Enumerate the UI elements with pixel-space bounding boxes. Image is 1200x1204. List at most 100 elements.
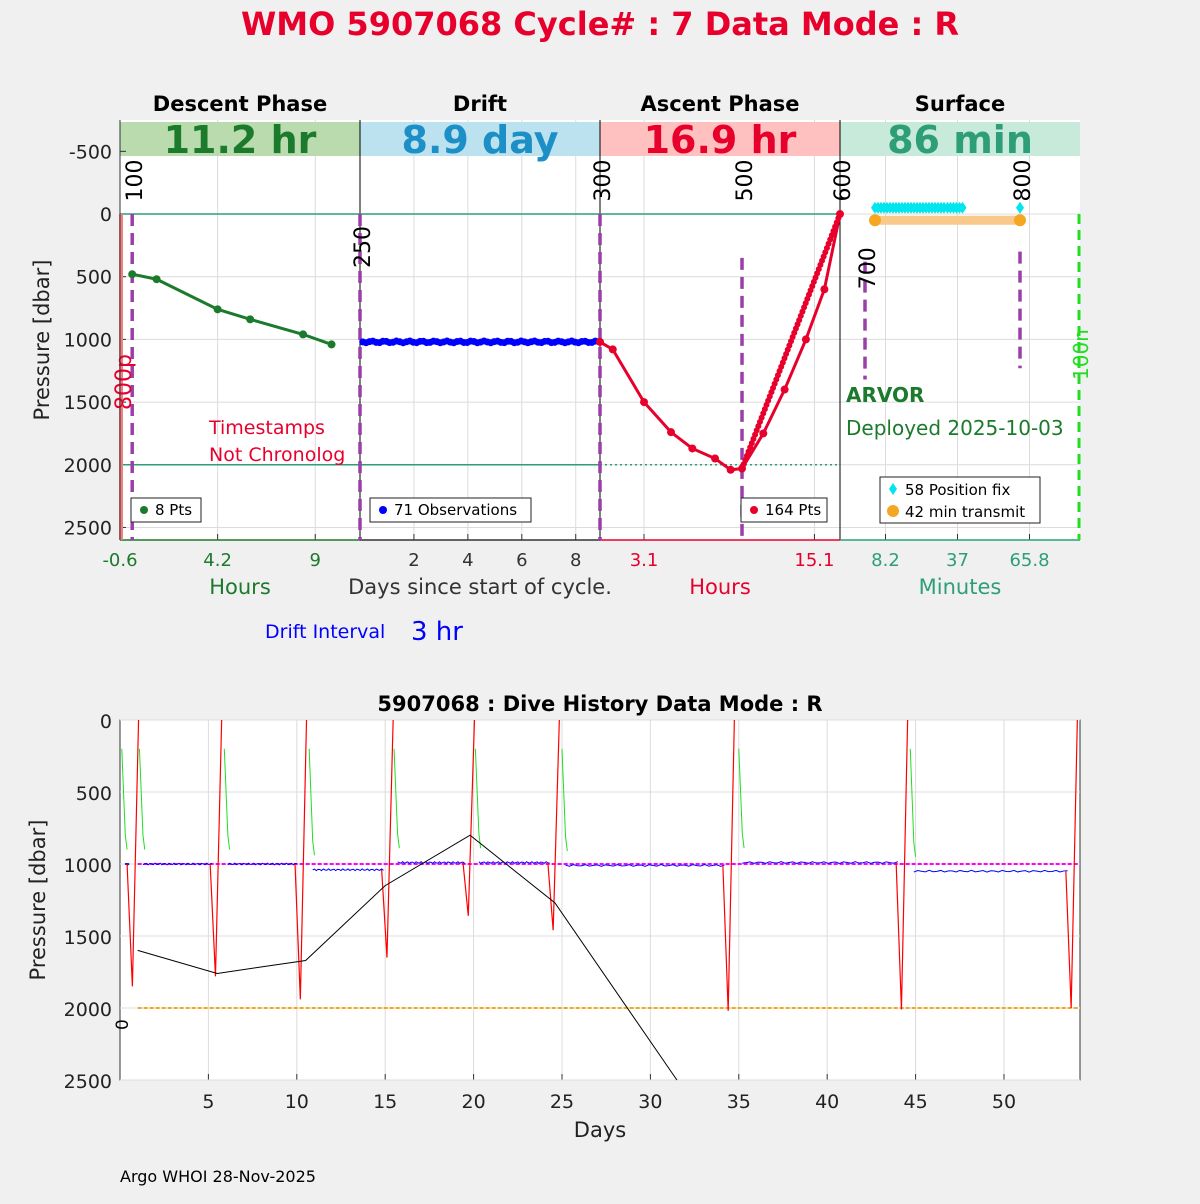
x-tick-label-surface: 65.8: [1009, 550, 1049, 571]
descent-point: [246, 315, 255, 324]
x-tick-label-drift: 4: [462, 550, 473, 571]
x-tick-label-surface: 37: [946, 550, 969, 571]
legend-label-descent: 8 Pts: [155, 501, 192, 519]
ascent-trace: [294, 719, 308, 1000]
phase-duration-drift: 8.9 day: [402, 118, 559, 162]
x-tick-label: 45: [903, 1091, 927, 1113]
x-tick-label-drift: 8: [570, 550, 581, 571]
descent-point: [213, 305, 222, 314]
y-tick-label: 1500: [64, 392, 112, 414]
y-tick-label: 0: [100, 204, 112, 226]
x-tick-label-drift: 6: [516, 550, 527, 571]
depth-marker-label: 800: [1011, 159, 1036, 201]
phase-duration-ascent: 16.9 hr: [644, 118, 797, 162]
x-tick-label: 35: [727, 1091, 751, 1113]
ascent-point: [726, 465, 735, 474]
footer-credit: Argo WHOI 28-Nov-2025: [120, 1167, 316, 1186]
side-label-left: 800p: [112, 354, 137, 410]
ascent-point: [596, 337, 604, 346]
x-tick-label: 30: [638, 1091, 662, 1113]
y-axis-label: Pressure [dbar]: [26, 820, 50, 981]
ascent-point: [667, 428, 676, 437]
dive-history-chart: 5 10 15 20 25 30 35 40 45 50050010001500200025005…: [26, 692, 1081, 1142]
ascent-trace: [381, 719, 394, 958]
y-tick-label: 2000: [64, 455, 112, 477]
x-tick-label: 15: [373, 1091, 397, 1113]
transmit-point: [869, 214, 881, 227]
phase-duration-surface: 86 min: [887, 118, 1033, 162]
phase-duration-descent: 11.2 hr: [164, 118, 317, 162]
x-tick-label-ascent: 3.1: [630, 550, 659, 571]
ascent-trace: [209, 719, 223, 977]
x-tick-label-descent: 9: [310, 550, 321, 571]
y-tick-label: -500: [69, 141, 112, 163]
ascent-point: [801, 335, 810, 344]
transmit-point: [1014, 214, 1026, 227]
x-tick-label: 10: [285, 1091, 309, 1113]
descent-point: [327, 340, 336, 349]
x-axis-label-surface: Minutes: [919, 575, 1002, 599]
x-tick-label-surface: 8.2: [871, 550, 900, 571]
depth-marker-label: 300: [591, 159, 616, 201]
phase-header-drift: Drift: [453, 92, 507, 116]
descent-trace: [561, 748, 568, 852]
deployment-date: Deployed 2025-10-03: [846, 416, 1064, 440]
timestamps-warning-line1: Timestamps: [208, 417, 325, 439]
ascent-point: [759, 429, 768, 438]
x-tick-label-descent: -0.6: [102, 550, 137, 571]
descent-trace: [909, 748, 917, 857]
descent-point: [299, 330, 308, 339]
y-tick-label: 2500: [64, 517, 112, 539]
drift-trace: [913, 869, 1068, 873]
legend-box-drift: [369, 497, 532, 523]
y-tick-label: 500: [76, 783, 112, 805]
trajectory-line: [137, 834, 678, 1081]
phase-duration-band: [360, 122, 600, 156]
depth-marker-label: 700: [856, 247, 881, 289]
figure-title: WMO 5907068 Cycle# : 7 Data Mode : R: [241, 5, 959, 43]
phase-duration-band: [120, 122, 360, 156]
descent-trace: [121, 748, 128, 850]
legend-label-transmit: 42 min transmit: [905, 503, 1025, 521]
legend-marker-ascent: [750, 506, 758, 514]
descent-trace: [138, 748, 146, 850]
drift-interval-label: Drift Interval: [265, 621, 385, 643]
legend-marker-position: [889, 483, 897, 495]
position-fix-point: [1016, 201, 1024, 214]
phase-header-surface: Surface: [915, 92, 1005, 116]
descent-trace: [393, 748, 400, 849]
y-tick-label: 2500: [64, 1071, 112, 1093]
legend-label-drift: 71 Observations: [394, 501, 517, 519]
x-axis-label-ascent: Hours: [689, 575, 751, 599]
legend-label-ascent: 164 Pts: [765, 501, 821, 519]
x-axis-label-drift: Days since start of cycle.: [348, 575, 612, 599]
drift-trace: [565, 864, 725, 867]
depth-marker-label: 600: [831, 159, 856, 201]
y-tick-label: 1500: [64, 927, 112, 949]
y-tick-label: 0: [100, 711, 112, 733]
drift-trace: [397, 861, 466, 865]
y-tick-label: 1000: [64, 329, 112, 351]
x-tick-label: 20: [461, 1091, 485, 1113]
y-axis-label: Pressure [dbar]: [30, 260, 54, 421]
legend-marker-descent: [140, 506, 148, 514]
x-axis-label: Days: [574, 1118, 626, 1142]
ascent-trace: [722, 719, 735, 1011]
drift-trace: [312, 868, 384, 872]
depth-marker-label: 100: [123, 159, 148, 201]
drift-trace: [142, 862, 213, 866]
phase-duration-band: [600, 122, 840, 156]
legend-marker-drift: [379, 506, 387, 514]
x-tick-label-drift: 2: [408, 550, 419, 571]
float-type-label: ARVOR: [846, 383, 924, 407]
descent-trace: [308, 748, 315, 856]
ascent-point: [837, 211, 843, 218]
phase-header-ascent: Ascent Phase: [641, 92, 800, 116]
descent-point: [128, 270, 137, 279]
ascent-point: [820, 285, 829, 294]
phase-duration-band: [840, 122, 1080, 156]
ascent-trace: [126, 719, 140, 987]
dive-history-title: 5907068 : Dive History Data Mode : R: [377, 692, 822, 716]
ascent-trace: [1065, 719, 1078, 1009]
